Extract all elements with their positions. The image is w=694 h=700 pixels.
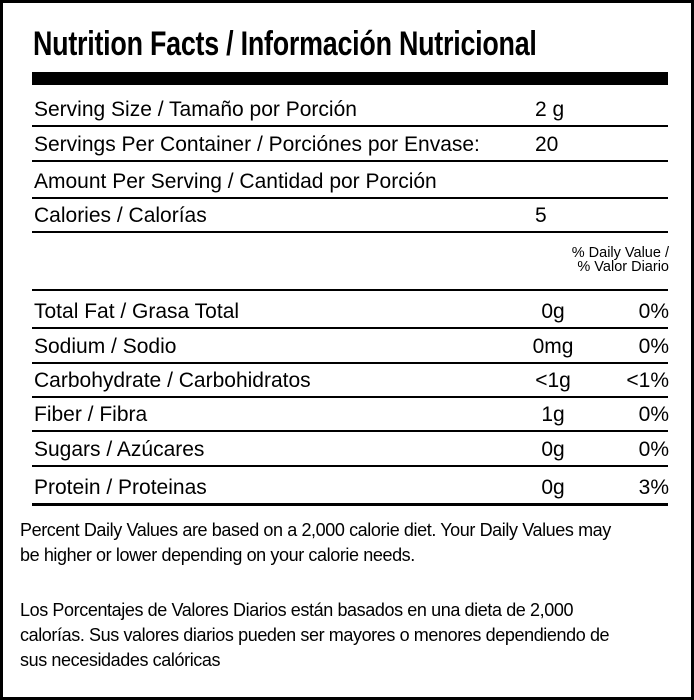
row-rule [32,430,668,432]
nutrient-label: Carbohydrate / Carbohidratos [34,369,311,392]
row-value: 20 [535,133,559,156]
row-label: Servings Per Container / Porciónes por E… [34,133,480,156]
row-rule [32,197,668,199]
footnote-line: be higher or lower depending on your cal… [20,545,415,565]
nutrient-amount: 0g [541,300,565,323]
footnote-line: Los Porcentajes de Valores Diarios están… [20,600,574,620]
nutrient-amount: <1g [535,369,571,392]
nutrient-label: Protein / Proteinas [34,476,207,499]
nutrient-label: Sugars / Azúcares [34,438,205,461]
row-value: 2 g [535,98,565,121]
row-rule [32,289,668,291]
row-rule [32,125,668,127]
nutrient-amount: 0mg [532,335,574,358]
title: Nutrition Facts / Información Nutriciona… [33,25,537,63]
daily-value-header-line: % Valor Diario [577,259,669,275]
row-rule [32,503,668,506]
row-label: Amount Per Serving / Cantidad por Porció… [34,170,437,193]
row-label: Calories / Calorías [34,204,207,227]
footnote-line: Percent Daily Values are based on a 2,00… [20,520,611,540]
nutrient-amount: 0g [541,476,565,499]
nutrient-label: Total Fat / Grasa Total [34,300,240,323]
daily-value-header: % Daily Value /% Valor Diario [571,245,669,275]
footnote-line: calorías. Sus valores diarios pueden ser… [20,625,610,645]
nutrient-daily-value: <1% [626,369,669,392]
row-value: 5 [535,204,547,227]
nutrient-daily-value: 0% [638,300,669,323]
row-label: Serving Size / Tamaño por Porción [34,98,357,121]
nutrient-daily-value: 0% [638,438,669,461]
row-rule [32,465,668,467]
nutrient-daily-value: 0% [638,403,669,426]
row-rule [32,362,668,364]
nutrient-label: Sodium / Sodio [34,335,177,358]
daily-value-header-line: % Daily Value / [571,245,669,261]
row-rule [32,396,668,398]
thick-rule [32,72,668,85]
nutrient-amount: 0g [541,438,565,461]
nutrient-amount: 1g [541,403,565,426]
row-rule [32,231,668,233]
row-rule [32,327,668,329]
nutrient-daily-value: 3% [638,476,669,499]
nutrient-label: Fiber / Fibra [34,403,148,426]
nutrient-daily-value: 0% [638,335,669,358]
row-rule [32,160,668,162]
footnote-line: sus necesidades calóricas [20,650,221,670]
